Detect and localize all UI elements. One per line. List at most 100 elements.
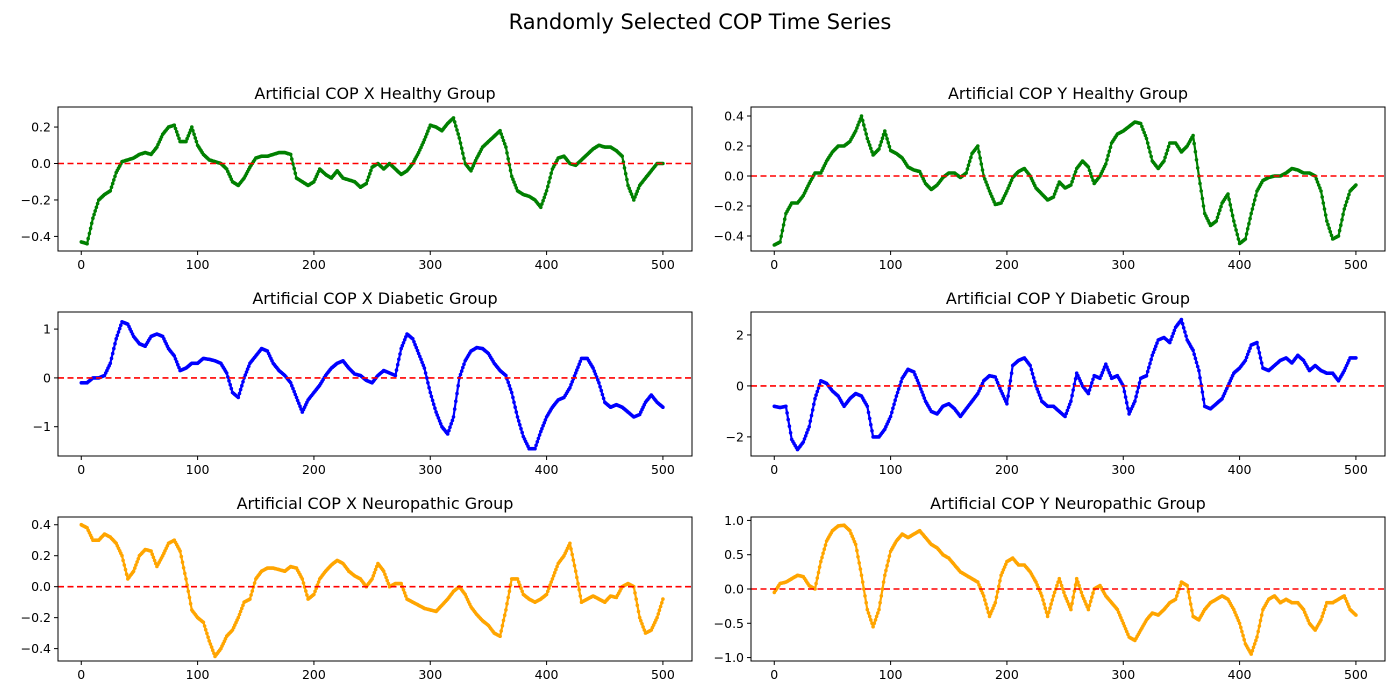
data-point xyxy=(1007,386,1012,391)
data-point xyxy=(224,371,229,375)
x-tick-label: 300 xyxy=(1111,462,1135,477)
data-point xyxy=(569,547,573,551)
data-point xyxy=(402,338,407,342)
data-point xyxy=(1133,399,1137,404)
data-point xyxy=(867,614,872,619)
data-point xyxy=(1051,594,1056,598)
data-point xyxy=(190,125,194,129)
data-point xyxy=(1258,618,1263,623)
data-point xyxy=(1069,183,1073,187)
data-point xyxy=(1100,370,1105,375)
data-point xyxy=(1185,583,1189,588)
data-point xyxy=(880,136,885,140)
data-point xyxy=(862,123,866,127)
x-tick-label: 0 xyxy=(77,667,85,682)
data-point xyxy=(623,171,628,176)
data-point xyxy=(1008,379,1013,383)
data-point xyxy=(626,183,630,188)
x-tick-label: 100 xyxy=(879,667,903,682)
data-point xyxy=(1040,594,1044,598)
data-point xyxy=(1304,613,1308,617)
data-point xyxy=(1135,390,1139,394)
data-point xyxy=(852,539,857,544)
data-point xyxy=(435,413,440,417)
data-point xyxy=(1081,596,1086,601)
data-point xyxy=(805,431,809,435)
data-point xyxy=(1252,642,1257,646)
data-point xyxy=(1086,391,1091,396)
data-point xyxy=(817,565,822,569)
data-point xyxy=(1341,212,1345,217)
x-tick-label: 500 xyxy=(651,667,675,682)
data-point xyxy=(428,390,433,395)
data-point xyxy=(542,421,547,425)
data-point xyxy=(1030,371,1035,376)
data-point xyxy=(1035,583,1039,587)
data-point xyxy=(570,552,574,557)
data-point xyxy=(1258,356,1263,360)
data-point xyxy=(93,209,97,213)
data-point xyxy=(1007,183,1012,188)
data-point xyxy=(301,581,306,585)
data-point xyxy=(1084,602,1088,606)
data-point xyxy=(1251,645,1256,650)
data-point xyxy=(541,198,545,203)
data-point xyxy=(206,635,210,639)
data-point xyxy=(1038,396,1043,400)
data-point xyxy=(290,157,294,161)
data-point xyxy=(369,168,373,173)
data-point xyxy=(1043,606,1048,610)
y-tick-label: 0.5 xyxy=(724,547,744,562)
data-point xyxy=(899,380,903,384)
data-point xyxy=(1088,599,1093,604)
data-point xyxy=(1083,599,1087,604)
data-point xyxy=(988,191,993,196)
data-point xyxy=(1002,565,1007,569)
data-point xyxy=(1179,317,1184,322)
data-point xyxy=(291,386,295,391)
data-point xyxy=(508,387,513,391)
x-tick-label: 300 xyxy=(418,462,442,477)
data-point xyxy=(867,416,872,421)
data-point xyxy=(541,423,545,428)
x-tick-label: 500 xyxy=(651,257,675,272)
data-point xyxy=(1148,361,1152,366)
data-point xyxy=(1337,228,1342,233)
data-point xyxy=(1243,358,1248,363)
data-point xyxy=(874,614,879,619)
data-point xyxy=(573,569,578,573)
data-point xyxy=(298,404,302,409)
data-point xyxy=(438,422,443,426)
data-point xyxy=(540,426,544,431)
data-point xyxy=(1347,192,1351,197)
data-point xyxy=(519,586,523,590)
y-tick-label: −2 xyxy=(726,429,744,444)
data-point xyxy=(539,205,543,210)
data-point xyxy=(548,175,552,180)
data-point xyxy=(1250,648,1255,653)
data-point xyxy=(507,383,512,388)
data-point xyxy=(870,429,874,433)
data-point xyxy=(1166,144,1171,149)
data-point xyxy=(504,608,508,612)
data-point xyxy=(149,549,153,553)
y-tick-label: 0.0 xyxy=(31,156,51,171)
data-point xyxy=(414,345,419,350)
data-point xyxy=(890,410,894,415)
data-point xyxy=(421,363,426,368)
data-point xyxy=(1154,344,1158,349)
data-point xyxy=(633,195,637,199)
data-point xyxy=(885,137,889,141)
data-point xyxy=(1252,198,1257,202)
data-point xyxy=(1187,596,1192,600)
data-point xyxy=(568,541,572,546)
data-point xyxy=(1029,367,1034,372)
data-point xyxy=(871,624,875,629)
data-point xyxy=(781,223,786,227)
data-point xyxy=(401,341,406,345)
data-point xyxy=(109,356,114,361)
data-point xyxy=(851,537,856,541)
data-point xyxy=(300,577,305,581)
panel-x-healthy: Artificial COP X Healthy Group 0 100 200 300… xyxy=(21,84,693,272)
data-point xyxy=(886,140,891,145)
